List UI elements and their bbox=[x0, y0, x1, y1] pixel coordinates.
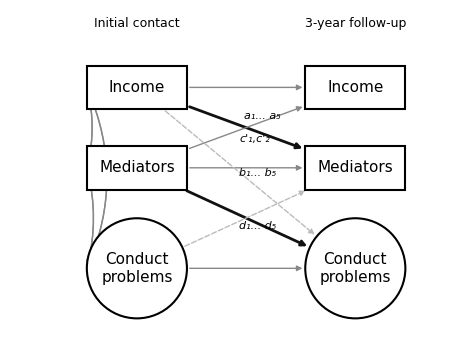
Text: Conduct
problems: Conduct problems bbox=[319, 252, 391, 284]
FancyBboxPatch shape bbox=[305, 66, 405, 109]
FancyArrowPatch shape bbox=[88, 90, 107, 264]
FancyArrowPatch shape bbox=[87, 172, 93, 266]
FancyArrowPatch shape bbox=[87, 90, 92, 164]
Text: Conduct
problems: Conduct problems bbox=[101, 252, 173, 284]
FancyBboxPatch shape bbox=[305, 146, 405, 190]
FancyArrowPatch shape bbox=[87, 171, 93, 264]
Text: d₁... d₅: d₁... d₅ bbox=[239, 221, 276, 231]
FancyArrowPatch shape bbox=[88, 91, 107, 266]
Text: b₁... b₅: b₁... b₅ bbox=[239, 168, 276, 178]
FancyBboxPatch shape bbox=[87, 146, 187, 190]
Text: c'₁,c'₂: c'₁,c'₂ bbox=[239, 134, 270, 144]
Text: Mediators: Mediators bbox=[99, 160, 175, 175]
Text: 3-year follow-up: 3-year follow-up bbox=[305, 17, 406, 30]
Ellipse shape bbox=[305, 218, 405, 318]
Text: a₁... a₅: a₁... a₅ bbox=[244, 111, 281, 121]
Text: Initial contact: Initial contact bbox=[94, 17, 180, 30]
Ellipse shape bbox=[87, 218, 187, 318]
Text: Income: Income bbox=[327, 80, 383, 95]
Text: Income: Income bbox=[109, 80, 165, 95]
Text: Mediators: Mediators bbox=[318, 160, 393, 175]
FancyArrowPatch shape bbox=[87, 91, 92, 165]
FancyBboxPatch shape bbox=[87, 66, 187, 109]
